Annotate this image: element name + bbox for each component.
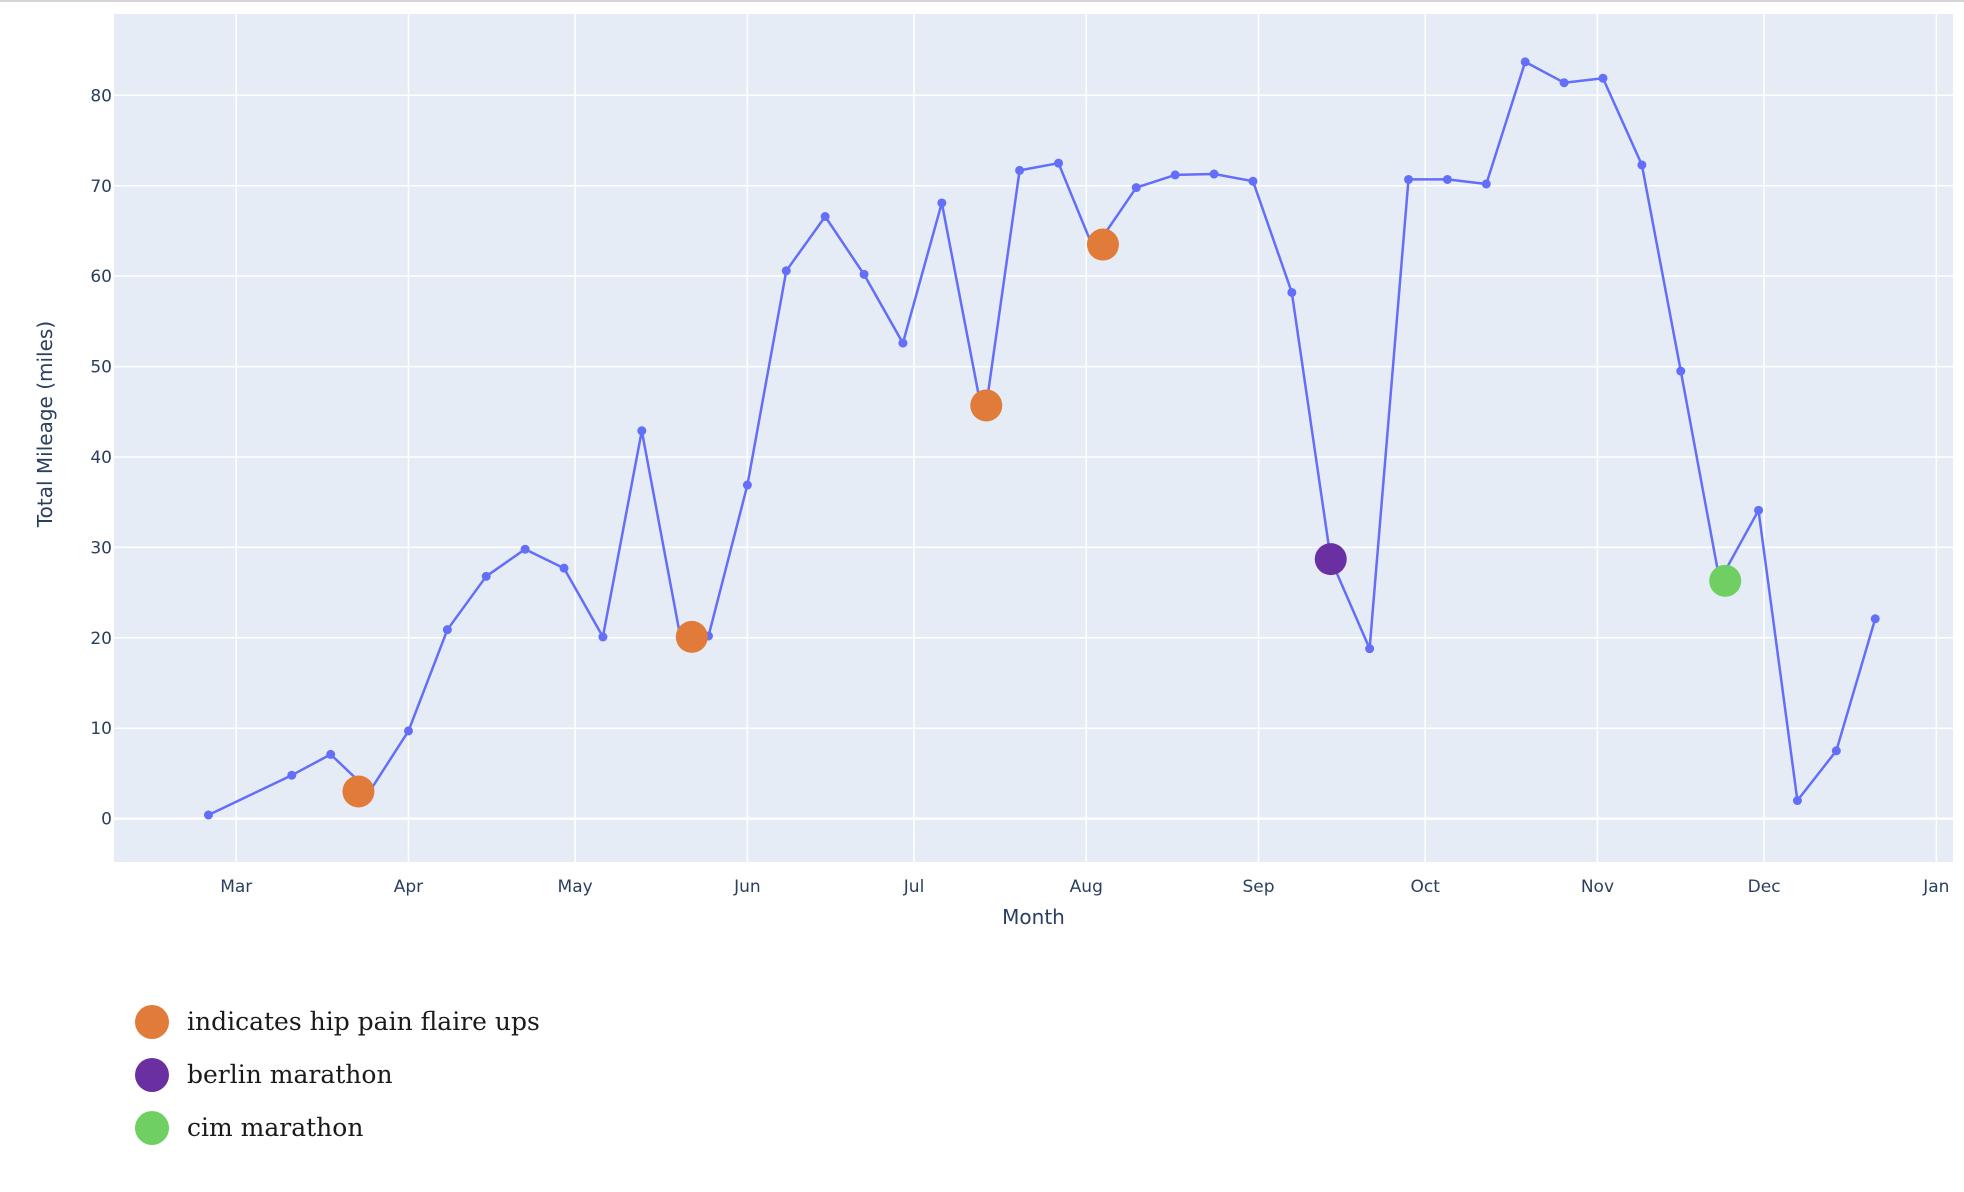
series-line <box>207 60 1877 817</box>
series-line-layer <box>207 60 1877 817</box>
legend-marker-cim-marathon <box>135 1110 169 1145</box>
legend: indicates hip pain flaire ups berlin mar… <box>135 995 540 1154</box>
data-point <box>1248 176 1258 186</box>
data-point <box>203 810 213 820</box>
data-point <box>1442 174 1452 184</box>
data-point <box>1131 183 1141 193</box>
y-tick-label: 70 <box>90 177 112 197</box>
data-point <box>1520 57 1530 67</box>
data-point <box>1637 160 1647 170</box>
y-tick-label: 0 <box>101 810 112 830</box>
data-point <box>781 266 791 276</box>
data-point <box>1792 796 1802 806</box>
data-point <box>820 212 830 222</box>
x-tick-label: Dec <box>1748 877 1781 897</box>
y-tick-label: 60 <box>90 267 112 287</box>
x-tick-label: Sep <box>1242 877 1274 897</box>
data-point <box>1870 614 1880 624</box>
y-tick-label: 30 <box>90 538 112 558</box>
data-point <box>1054 158 1064 168</box>
highlight-marker <box>1709 564 1742 597</box>
top-border <box>0 0 1964 2</box>
data-point <box>1559 78 1569 88</box>
x-tick-label: Jan <box>1922 877 1949 897</box>
data-point <box>1287 287 1297 297</box>
data-point <box>859 269 869 279</box>
data-point <box>937 198 947 208</box>
highlight-marker <box>970 389 1003 422</box>
data-point <box>287 770 297 780</box>
data-point <box>1365 644 1375 654</box>
y-tick-label: 40 <box>90 448 112 468</box>
data-point <box>1170 170 1180 180</box>
highlight-marker <box>342 775 375 808</box>
data-point <box>598 632 608 642</box>
data-point <box>559 563 569 573</box>
data-point <box>637 426 647 436</box>
x-tick-label: Jul <box>903 877 925 897</box>
data-point <box>1209 169 1219 179</box>
x-tick-label: Jun <box>733 877 761 897</box>
legend-label-cim-marathon: cim marathon <box>187 1113 364 1142</box>
legend-item-hip-pain: indicates hip pain flaire ups <box>135 995 540 1048</box>
data-point <box>403 726 413 736</box>
data-point <box>1015 165 1025 175</box>
data-point <box>1831 746 1841 756</box>
highlight-marker <box>1086 228 1119 261</box>
y-tick-label: 20 <box>90 629 112 649</box>
grid-lines <box>114 14 1953 862</box>
x-tick-label: Nov <box>1581 877 1614 897</box>
data-point <box>742 480 752 490</box>
data-point <box>1598 73 1608 83</box>
legend-label-berlin-marathon: berlin marathon <box>187 1060 393 1089</box>
data-point <box>520 544 530 554</box>
legend-marker-berlin-marathon <box>135 1057 169 1092</box>
y-axis-ticks: 0 10 20 30 40 50 60 70 80 <box>90 86 112 829</box>
data-point <box>481 571 491 581</box>
legend-item-berlin-marathon: berlin marathon <box>135 1048 540 1101</box>
data-point <box>442 625 452 635</box>
plot-area <box>114 14 1953 862</box>
y-tick-label: 10 <box>90 719 112 739</box>
x-axis-title: Month <box>1002 905 1065 929</box>
x-axis-ticks: Mar Apr May Jun Jul Aug Sep Oct Nov Dec Jan <box>220 877 1949 897</box>
data-point <box>1404 174 1414 184</box>
data-point <box>1754 505 1764 515</box>
data-point <box>1676 366 1686 376</box>
legend-item-cim-marathon: cim marathon <box>135 1101 540 1154</box>
y-axis-title: Total Mileage (miles) <box>33 321 57 528</box>
x-tick-label: Apr <box>394 877 423 897</box>
highlight-markers-layer <box>342 228 1742 808</box>
line-chart: Mar Apr May Jun Jul Aug Sep Oct Nov Dec Jan 0 10 20 3… <box>33 14 1953 929</box>
x-tick-label: May <box>558 877 593 897</box>
data-point <box>1481 179 1491 189</box>
x-tick-label: Aug <box>1070 877 1103 897</box>
legend-marker-hip-pain <box>135 1004 169 1039</box>
data-point <box>326 749 336 759</box>
highlight-marker <box>1314 543 1347 576</box>
legend-label-hip-pain: indicates hip pain flaire ups <box>187 1007 540 1036</box>
x-tick-label: Oct <box>1410 877 1440 897</box>
data-point <box>898 338 908 348</box>
y-tick-label: 50 <box>90 358 112 378</box>
highlight-marker <box>675 620 708 653</box>
y-tick-label: 80 <box>90 86 112 106</box>
x-tick-label: Mar <box>220 877 252 897</box>
